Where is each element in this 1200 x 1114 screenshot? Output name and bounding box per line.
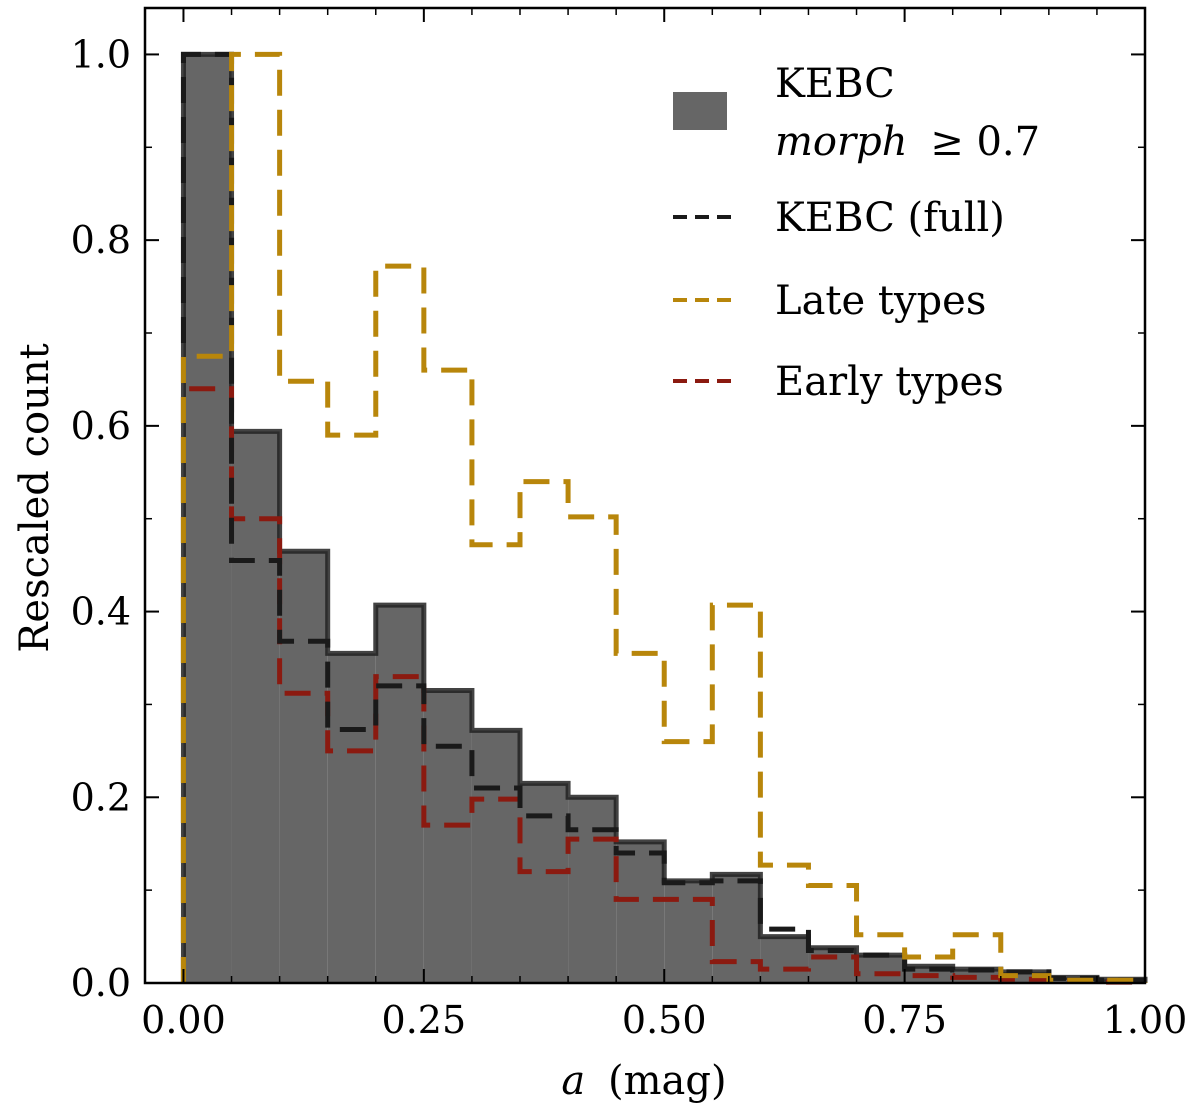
legend-label-kebc-morph-line2: morph ≥ 0.7: [775, 119, 1040, 165]
bar-kebc-morph-17: [1000, 971, 1049, 983]
y-tick-label: 0.8: [71, 218, 131, 262]
histogram-bars: [183, 54, 1145, 983]
y-tick-label: 0.2: [71, 775, 131, 819]
bar-kebc-morph-2: [279, 551, 328, 983]
series-line-kebc-full: [180, 51, 1148, 983]
bar-kebc-morph-11: [712, 874, 761, 983]
x-axis-label-unit: (mag): [608, 1058, 727, 1104]
legend-morph-threshold: ≥ 0.7: [930, 119, 1040, 165]
legend-label-kebc-morph-line1: KEBC: [775, 61, 895, 107]
legend-label-kebc-full: KEBC (full): [775, 195, 1005, 241]
bar-kebc-morph-5: [423, 690, 472, 983]
x-tick-label: 0.00: [141, 998, 226, 1042]
bar-kebc-morph-9: [616, 841, 665, 983]
legend-swatch-kebc-morph: [673, 92, 727, 130]
x-tick-label: 0.75: [862, 998, 947, 1042]
bar-kebc-morph-3: [327, 653, 376, 983]
y-tick-label: 0.6: [71, 404, 131, 448]
plot-frame: [143, 6, 1147, 985]
x-tick-label: 0.50: [622, 998, 707, 1042]
bar-kebc-morph-1: [231, 431, 280, 983]
legend-label-early-types: Early types: [775, 359, 1004, 405]
bar-kebc-morph-14: [856, 955, 905, 983]
bar-kebc-morph-7: [520, 783, 569, 983]
x-axis-label: a (mag): [561, 1058, 726, 1104]
legend-morph-variable: morph: [775, 119, 908, 165]
y-axis-label: Rescaled count: [12, 343, 58, 652]
y-tick-labels: 0.0 0.2 0.4 0.6 0.8 1.0: [71, 32, 131, 1005]
axis-ticks: [145, 8, 1146, 984]
bar-kebc-morph-4: [375, 605, 424, 983]
bar-kebc-morph-12: [760, 936, 809, 983]
y-tick-label: 0.0: [71, 961, 131, 1005]
bar-kebc-morph-10: [664, 880, 713, 983]
x-tick-label: 1.00: [1103, 998, 1188, 1042]
y-tick-label: 1.0: [71, 32, 131, 76]
series-line-late-types: [180, 51, 1148, 983]
x-tick-labels: 0.00 0.25 0.50 0.75 1.00: [141, 998, 1187, 1042]
bar-kebc-morph-6: [471, 730, 520, 983]
legend-label-late-types: Late types: [775, 278, 986, 324]
bar-kebc-morph-0: [183, 54, 232, 983]
bar-kebc-morph-13: [808, 947, 857, 983]
legend: KEBC morph ≥ 0.7 KEBC (full) Late types …: [673, 61, 1040, 405]
x-axis-label-variable: a: [561, 1058, 585, 1104]
bar-kebc-morph-8: [568, 797, 617, 983]
x-tick-label: 0.25: [382, 998, 467, 1042]
y-tick-label: 0.4: [71, 590, 131, 634]
